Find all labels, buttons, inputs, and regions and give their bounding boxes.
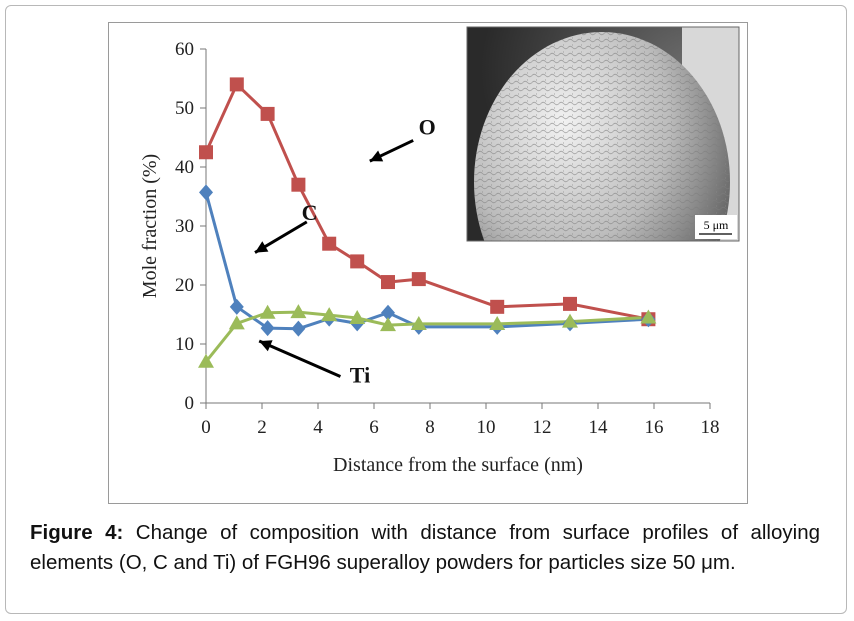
x-tick-label: 2	[257, 417, 267, 438]
annotation-o-label: O	[419, 115, 436, 140]
data-point-ti	[640, 309, 657, 324]
data-point-o	[350, 254, 365, 269]
data-point-c	[199, 184, 213, 201]
annotation-o-arrow-head	[369, 150, 384, 162]
figure-caption: Figure 4: Change of composition with dis…	[30, 518, 820, 578]
x-tick-label: 8	[425, 417, 435, 438]
data-point-o	[322, 236, 337, 251]
data-point-o	[411, 272, 426, 287]
scale-bar-label: 5 μm	[704, 218, 729, 232]
annotation-ti-label: Ti	[350, 362, 370, 387]
x-tick-label: 14	[589, 417, 609, 438]
y-tick-label: 10	[175, 334, 194, 355]
data-point-ti	[290, 304, 307, 319]
annotation-ti-arrow-head	[259, 340, 273, 352]
y-tick-label: 0	[185, 393, 195, 414]
data-point-o	[291, 177, 306, 192]
y-tick-label: 20	[175, 275, 194, 296]
caption-label: Figure 4:	[30, 521, 124, 544]
scale-bar-box	[695, 215, 737, 239]
data-point-ti	[380, 317, 396, 332]
x-tick-label: 4	[313, 417, 323, 438]
series-line-ti	[204, 310, 649, 363]
x-tick-label: 10	[477, 417, 496, 438]
data-point-o	[563, 296, 577, 311]
sem-inset-border	[466, 26, 740, 242]
data-point-ti	[228, 315, 245, 330]
data-point-ti	[410, 315, 427, 330]
data-point-c	[291, 320, 306, 337]
chart-frame: 0 2 4 6 8 10 12 14 16 18 0 10 20 30 40 50 60 Distance fro…	[108, 22, 748, 504]
data-point-ti	[562, 313, 578, 328]
x-tick-label: 16	[645, 417, 664, 438]
data-point-o	[381, 275, 395, 290]
y-tick-label: 60	[175, 39, 194, 60]
figure-frame	[5, 5, 847, 614]
annotation-ti-arrow-shaft	[258, 339, 341, 378]
x-axis-title: Distance from the surface (nm)	[333, 454, 583, 476]
x-tick-label: 12	[533, 417, 552, 438]
data-point-o	[229, 77, 244, 92]
sem-inset-image: 5 μm	[467, 27, 739, 241]
annotation-c-label: C	[302, 200, 318, 225]
data-point-o	[199, 145, 213, 160]
data-point-ti	[349, 310, 366, 325]
data-point-o	[260, 106, 275, 121]
caption-text: Change of composition with distance from…	[30, 521, 820, 574]
x-tick-label: 6	[369, 417, 379, 438]
data-point-ti	[489, 315, 506, 330]
data-point-o	[490, 299, 505, 314]
y-tick-label: 30	[175, 216, 194, 237]
data-point-ti	[198, 353, 214, 368]
y-tick-label: 50	[175, 98, 194, 119]
data-point-ti	[259, 304, 276, 319]
data-point-ti	[321, 307, 338, 322]
y-axis-title: Mole fraction (%)	[139, 154, 161, 298]
sem-particle-texture	[474, 32, 730, 241]
data-point-c	[260, 320, 275, 337]
x-tick-label: 0	[201, 417, 211, 438]
data-point-c	[381, 304, 395, 321]
data-point-c	[229, 298, 244, 315]
annotation-c-arrow-head	[255, 241, 269, 253]
y-tick-label: 40	[175, 157, 194, 178]
x-tick-label: 18	[701, 417, 720, 438]
line-chart: 0 2 4 6 8 10 12 14 16 18 0 10 20 30 40 50 60 Distance fro…	[139, 26, 740, 476]
